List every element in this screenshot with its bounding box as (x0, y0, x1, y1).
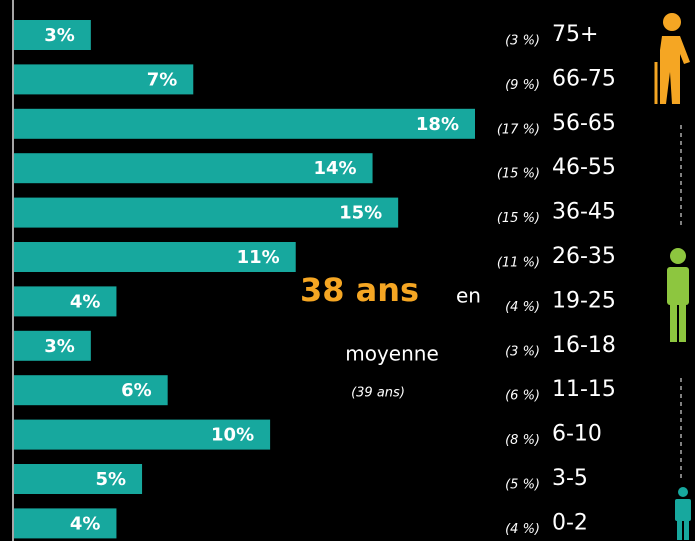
annotation: 38 ans (300, 271, 419, 309)
comparison-label: (6 %) (505, 389, 540, 404)
value-label: 3% (44, 336, 75, 357)
category-label: 46-55 (552, 155, 616, 180)
bar (14, 20, 91, 50)
value-label: 10% (211, 425, 254, 446)
category-label: 75+ (552, 22, 598, 47)
annotation: en (456, 284, 481, 308)
comparison-label: (8 %) (505, 433, 540, 448)
bar (14, 464, 143, 494)
comparison-label: (5 %) (505, 478, 540, 493)
annotation: (39 ans) (351, 386, 405, 401)
value-label: 5% (95, 469, 126, 490)
comparison-label: (15 %) (497, 211, 540, 226)
bar (14, 508, 117, 539)
bar (14, 64, 194, 95)
value-label: 18% (416, 114, 459, 135)
category-label: 36-45 (552, 200, 616, 225)
bar (14, 330, 91, 361)
annotation: moyenne (345, 342, 439, 366)
category-label: 11-15 (552, 377, 616, 402)
adult-icon (667, 248, 689, 342)
bar (14, 375, 168, 406)
comparison-label: (3 %) (505, 34, 540, 49)
comparison-label: (9 %) (505, 78, 540, 93)
bar (14, 108, 475, 139)
category-label: 19-25 (552, 288, 616, 313)
value-label: 3% (44, 25, 75, 46)
comparison-label: (11 %) (497, 256, 540, 271)
category-label: 26-35 (552, 244, 616, 269)
bar (14, 286, 117, 317)
category-label: 6-10 (552, 422, 602, 447)
comparison-label: (15 %) (497, 167, 540, 182)
category-label: 56-65 (552, 111, 616, 136)
category-label: 16-18 (552, 333, 616, 358)
category-label: 66-75 (552, 66, 616, 91)
elder-icon (654, 13, 690, 104)
bar (14, 242, 296, 272)
comparison-label: (4 %) (505, 300, 540, 315)
value-label: 4% (70, 513, 101, 534)
bar (14, 153, 373, 184)
comparison-label: (17 %) (497, 122, 540, 137)
value-label: 6% (121, 380, 152, 401)
child-icon (675, 487, 691, 540)
bar (14, 197, 399, 228)
comparison-label: (4 %) (505, 522, 540, 537)
comparison-label: (3 %) (505, 344, 540, 359)
bar (14, 419, 271, 450)
value-label: 15% (339, 203, 382, 224)
value-label: 7% (147, 69, 178, 90)
value-label: 11% (237, 247, 280, 268)
value-label: 14% (313, 158, 356, 179)
value-label: 4% (70, 291, 101, 312)
category-label: 0-2 (552, 510, 588, 535)
category-label: 3-5 (552, 466, 588, 491)
